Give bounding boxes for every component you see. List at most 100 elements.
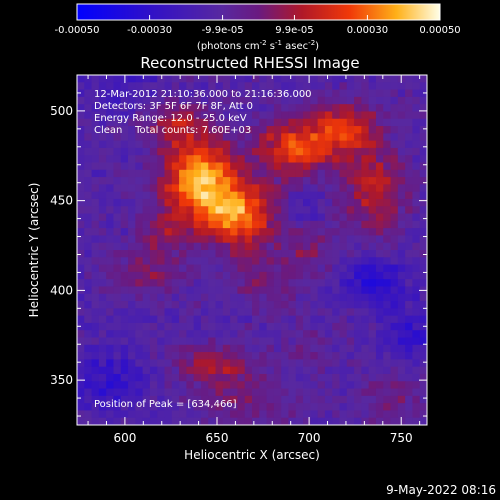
heatmap-cell	[303, 293, 311, 302]
heatmap-cell	[186, 162, 195, 171]
heatmap-cell	[419, 337, 428, 346]
heatmap-cell	[317, 75, 326, 83]
heatmap-cell	[288, 366, 297, 375]
heatmap-cell	[142, 315, 151, 324]
heatmap-cell	[288, 82, 297, 91]
heatmap-cell	[346, 206, 355, 215]
heatmap-cell	[317, 118, 326, 127]
heatmap-cell	[208, 359, 217, 368]
heatmap-cell	[324, 279, 333, 287]
heatmap-cell	[186, 388, 195, 397]
unit-main: (photons cm	[197, 41, 260, 52]
heatmap-cell	[193, 111, 202, 120]
heatmap-cell	[354, 126, 362, 134]
heatmap-cell	[288, 162, 297, 171]
heatmap-cell	[98, 264, 107, 273]
heatmap-cell	[273, 96, 282, 105]
heatmap-cell	[361, 111, 370, 120]
heatmap-cell	[244, 228, 253, 236]
heatmap-cell	[252, 118, 260, 127]
heatmap-cell	[412, 75, 421, 83]
heatmap-cell	[230, 250, 238, 258]
heatmap-cell	[244, 162, 253, 171]
heatmap-cell	[186, 206, 195, 215]
heatmap-cell	[310, 220, 319, 229]
heatmap-cell	[77, 257, 85, 266]
heatmap-cell	[128, 89, 136, 98]
heatmap-cell	[84, 293, 93, 302]
heatmap-cell	[179, 286, 187, 295]
heatmap-cell	[84, 169, 93, 178]
heatmap-grid	[77, 75, 428, 426]
heatmap-cell	[324, 89, 333, 98]
heatmap-cell	[346, 118, 355, 127]
heatmap-cell	[332, 257, 340, 266]
heatmap-cell	[419, 235, 428, 244]
heatmap-cell	[230, 279, 238, 287]
heatmap-cell	[324, 75, 333, 83]
heatmap-cell	[310, 293, 319, 302]
heatmap-cell	[405, 198, 413, 207]
heatmap-cell	[135, 337, 144, 346]
heatmap-cell	[266, 322, 275, 331]
heatmap-cell	[164, 395, 173, 404]
heatmap-cell	[91, 111, 100, 120]
heatmap-cell	[405, 235, 413, 244]
heatmap-cell	[346, 235, 355, 244]
heatmap-cell	[200, 104, 209, 112]
heatmap-cell	[354, 373, 362, 382]
heatmap-cell	[244, 155, 253, 163]
heatmap-cell	[222, 147, 231, 156]
heatmap-cell	[84, 111, 93, 120]
heatmap-cell	[135, 344, 144, 353]
heatmap-cell	[91, 177, 100, 185]
heatmap-cell	[346, 250, 355, 258]
heatmap-cell	[259, 322, 268, 331]
heatmap-cell	[149, 133, 158, 142]
heatmap-cell	[419, 293, 428, 302]
heatmap-cell	[339, 82, 348, 91]
heatmap-cell	[346, 366, 355, 375]
heatmap-cell	[142, 177, 151, 185]
heatmap-cell	[157, 147, 165, 156]
heatmap-cell	[317, 286, 326, 295]
heatmap-cell	[149, 308, 158, 317]
heatmap-cell	[208, 198, 217, 207]
heatmap-cell	[135, 264, 144, 273]
heatmap-cell	[412, 184, 421, 193]
heatmap-cell	[91, 352, 100, 360]
footer-timestamp: 9-May-2022 08:16	[386, 483, 496, 497]
heatmap-cell	[142, 228, 151, 236]
heatmap-cell	[266, 286, 275, 295]
heatmap-cell	[120, 388, 129, 397]
heatmap-cell	[142, 250, 151, 258]
heatmap-cell	[222, 293, 231, 302]
heatmap-cell	[303, 147, 311, 156]
heatmap-cell	[230, 162, 238, 171]
heatmap-cell	[171, 264, 180, 273]
heatmap-cell	[405, 126, 413, 134]
heatmap-cell	[222, 235, 231, 244]
heatmap-cell	[361, 322, 370, 331]
heatmap-cell	[171, 359, 180, 368]
heatmap-cell	[252, 337, 260, 346]
heatmap-cell	[244, 315, 253, 324]
heatmap-cell	[222, 264, 231, 273]
colorbar-tick-label: -9.9e-05	[202, 25, 244, 36]
heatmap-cell	[295, 177, 304, 185]
heatmap-cell	[375, 388, 384, 397]
heatmap-cell	[419, 250, 428, 258]
heatmap-cell	[113, 388, 122, 397]
heatmap-cell	[135, 220, 144, 229]
unit-mid-2: asec	[282, 41, 308, 52]
heatmap-cell	[149, 140, 158, 149]
heatmap-cell	[179, 235, 187, 244]
heatmap-cell	[419, 111, 428, 120]
heatmap-cell	[419, 191, 428, 200]
heatmap-cell	[252, 220, 260, 229]
heatmap-cell	[164, 293, 173, 302]
heatmap-cell	[171, 322, 180, 331]
heatmap-cell	[237, 337, 246, 346]
heatmap-cell	[128, 191, 136, 200]
heatmap-cell	[354, 133, 362, 142]
